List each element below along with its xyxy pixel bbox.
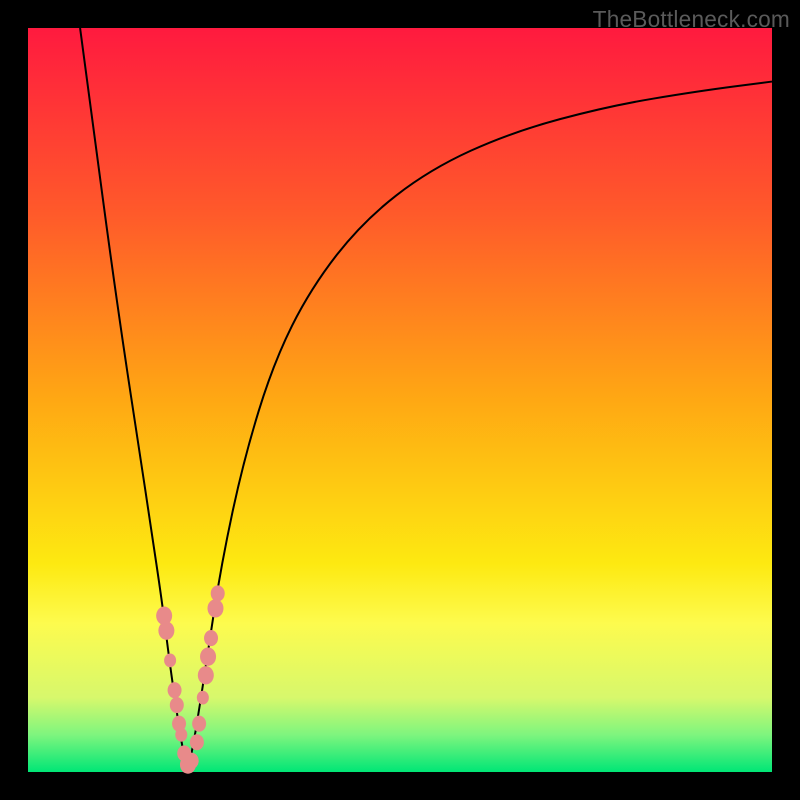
curve-right-branch [188,82,772,772]
marker-dot [197,691,209,705]
marker-dot [192,716,206,732]
marker-dot [207,599,223,617]
marker-dot [185,753,199,769]
marker-dot [198,666,214,684]
marker-dot [190,734,204,750]
marker-dot [175,728,187,742]
watermark-text: TheBottleneck.com [593,6,790,33]
marker-dot [164,654,176,668]
overlay-markers [156,585,225,773]
marker-dot [204,630,218,646]
marker-dot [200,647,216,665]
marker-dot [211,585,225,601]
marker-dot [168,682,182,698]
marker-dot [158,621,174,639]
marker-dot [170,697,184,713]
chart-svg-layer [0,0,800,800]
bottleneck-curve [80,28,772,772]
